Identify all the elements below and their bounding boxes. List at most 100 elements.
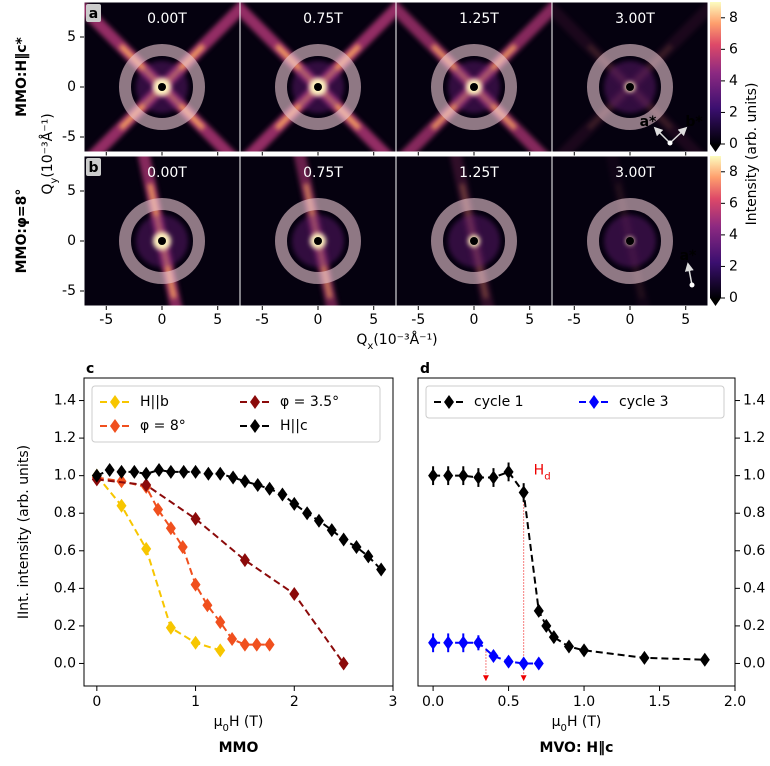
legend-box <box>91 385 381 443</box>
data-point <box>153 502 164 517</box>
legend-marker <box>250 395 260 409</box>
x-tick-label: 0.0 <box>422 694 444 710</box>
y-tick-label: 0.8 <box>743 505 765 521</box>
data-point <box>473 470 484 485</box>
data-point <box>428 468 439 483</box>
legend-box <box>425 385 725 419</box>
axis-arrow <box>684 262 694 286</box>
data-point <box>227 632 238 647</box>
data-point <box>239 474 250 489</box>
colorbar <box>710 2 721 144</box>
x-tick-label: 0.5 <box>497 694 519 710</box>
legend-label: H||c <box>280 418 308 434</box>
data-point <box>503 654 514 669</box>
data-point <box>141 478 152 493</box>
y-tick-label: 0.8 <box>54 505 76 521</box>
panel-label: b <box>88 160 98 176</box>
x-axis-label: μ0H (T) <box>552 714 602 734</box>
legend-label: cycle 3 <box>619 394 669 410</box>
y-tick-label: -5 <box>62 129 76 145</box>
y-tick-label: 5 <box>67 183 76 199</box>
heatmap-panel <box>396 156 552 306</box>
y-tick-label: 1.2 <box>743 430 765 446</box>
x-tick-label: 3 <box>389 694 398 710</box>
data-point <box>458 468 469 483</box>
beamstop <box>626 237 634 245</box>
data-point <box>215 615 226 630</box>
y-tick-label: -5 <box>62 283 76 299</box>
integration-ring <box>431 198 517 284</box>
data-point <box>289 586 300 601</box>
y-tick-label: 0.6 <box>743 543 765 559</box>
data-point <box>376 562 387 577</box>
data-point <box>165 620 176 635</box>
data-point <box>178 464 189 479</box>
x-tick-label: 5 <box>213 312 222 328</box>
legend-label: cycle 1 <box>474 394 524 410</box>
data-point <box>443 468 454 483</box>
legend-marker <box>589 395 599 409</box>
field-label: 0.00T <box>147 11 187 27</box>
data-point <box>129 464 140 479</box>
data-point <box>251 637 262 652</box>
data-point <box>699 652 710 667</box>
data-point <box>165 464 176 479</box>
data-point <box>177 540 188 555</box>
field-label: 0.75T <box>303 165 343 181</box>
colorbar-label: Intensity (arb. units) <box>744 83 760 226</box>
series-line <box>96 478 345 665</box>
data-point <box>473 635 484 650</box>
colorbar-tick-label: 4 <box>729 73 738 89</box>
y-tick-label: 5 <box>67 29 76 45</box>
legend-marker <box>250 419 260 433</box>
data-point <box>91 468 102 483</box>
x-axis-label-rest: H (T) <box>229 714 263 730</box>
legend-marker <box>444 395 454 409</box>
y-tick-label: 0.0 <box>54 655 76 671</box>
data-point <box>533 656 544 671</box>
data-point <box>548 630 559 645</box>
x-tick-label: -5 <box>567 312 581 328</box>
x-tick-label: 2 <box>290 694 299 710</box>
panel-label: a <box>89 6 98 22</box>
integration-ring <box>431 44 517 130</box>
legend-marker <box>110 395 120 409</box>
x-tick-label: 0 <box>92 694 101 710</box>
row-label: MMO:H‖c* <box>14 36 30 116</box>
colorbar-tick-label: 8 <box>729 164 738 180</box>
axis-origin <box>667 140 673 146</box>
x-tick-label: -5 <box>255 312 269 328</box>
data-point <box>190 511 201 526</box>
data-point <box>277 487 288 502</box>
data-point <box>252 478 263 493</box>
x-axis-label-sub: x <box>367 341 373 352</box>
y-tick-label: 1.4 <box>54 393 76 409</box>
colorbar <box>710 156 721 298</box>
plot-frame <box>83 377 394 687</box>
x-tick-label: 5 <box>525 312 534 328</box>
data-point <box>190 635 201 650</box>
annotation-sub: d <box>544 471 550 482</box>
x-axis-label: Qx(10⁻³Å⁻¹) <box>356 331 437 352</box>
x-axis-sublabel: MMO <box>219 740 259 756</box>
x-tick-label: 5 <box>369 312 378 328</box>
beamstop <box>626 83 634 91</box>
colorbar-tick-label: 6 <box>729 195 738 211</box>
heatmap-panel <box>84 2 240 152</box>
colorbar-tick-label: 0 <box>729 290 738 306</box>
data-point <box>116 498 127 513</box>
data-point <box>264 637 275 652</box>
field-label: 1.25T <box>459 165 499 181</box>
data-point <box>154 463 165 478</box>
y-tick-label: 1.2 <box>54 430 76 446</box>
y-axis-label-sub: y <box>49 178 60 184</box>
y-tick-label: 1.4 <box>743 393 765 409</box>
x-axis-label-rest: H (T) <box>567 714 601 730</box>
x-axis-label-main: Q <box>356 332 367 348</box>
x-axis-sublabel: MVO: H‖c <box>540 740 614 756</box>
x-tick-label: 0 <box>314 312 323 328</box>
data-point <box>116 464 127 479</box>
plot-frame <box>417 377 736 687</box>
beamstop <box>158 83 166 91</box>
